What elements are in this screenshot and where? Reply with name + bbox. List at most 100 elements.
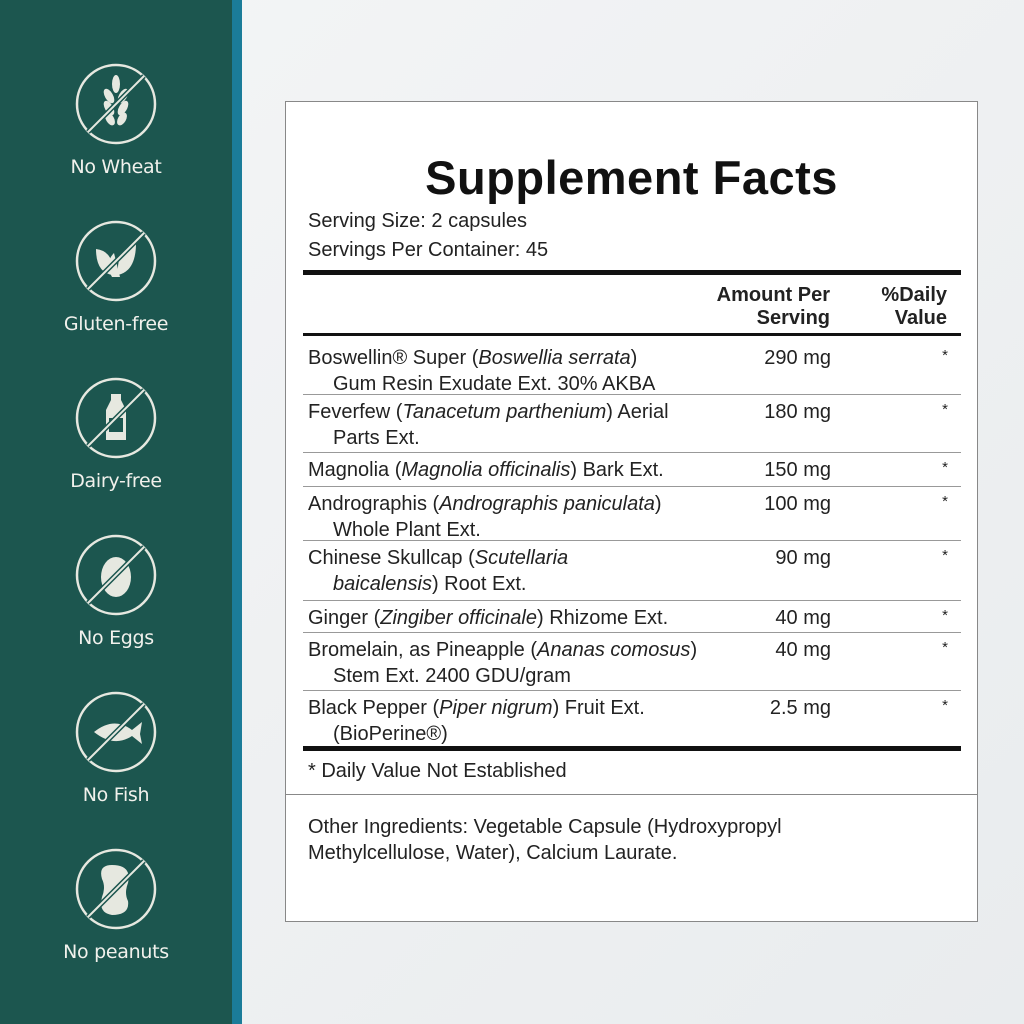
allergen-sidebar (0, 0, 232, 1024)
daily-value: * (942, 493, 948, 510)
name-text: Magnolia ( (308, 459, 402, 481)
name-text: ) (630, 347, 638, 369)
name-text: Bromelain, as Pineapple ( (308, 639, 538, 661)
ingredient-name-line: Bromelain, as Pineapple (Ananas comosus) (308, 637, 697, 663)
ingredient-row: Bromelain, as Pineapple (Ananas comosus)… (303, 632, 961, 690)
badge-no-peanuts: No peanuts (0, 847, 232, 963)
ingredient-name-line: Ginger (Zingiber officinale) Rhizome Ext… (308, 605, 668, 631)
name-text: ) (654, 493, 662, 515)
serving-size: Serving Size: 2 capsules (308, 210, 528, 232)
header-amount-line: Amount Per (716, 284, 830, 306)
ingredient-name-line: Andrographis (Andrographis paniculata) (308, 491, 662, 517)
name-text: ) Rhizome Ext. (537, 607, 669, 629)
badge-label: No peanuts (63, 941, 169, 963)
ingredient-row: Chinese Skullcap (Scutellaria baicalensis… (303, 540, 961, 600)
amount: 40 mg (775, 639, 831, 661)
latin-name: Tanacetum parthenium (402, 401, 607, 423)
badge-dairy-free: Dairy-free (0, 376, 232, 492)
name-text: Boswellin® Super ( (308, 347, 479, 369)
ingredient-row: Boswellin® Super (Boswellia serrata) Gum … (303, 341, 961, 397)
name-text: ) (690, 639, 698, 661)
ingredient-name-line: Black Pepper (Piper nigrum) Fruit Ext. (308, 695, 645, 721)
name-text: ) Bark Ext. (570, 459, 664, 481)
ingredient-name-line: Boswellin® Super (Boswellia serrata) (308, 345, 655, 371)
thick-divider (303, 746, 961, 751)
latin-name: Andrographis paniculata (439, 493, 655, 515)
ingredient-name-line: Magnolia (Magnolia officinalis) Bark Ext… (308, 457, 664, 483)
badge-no-wheat: No Wheat (0, 62, 232, 178)
daily-value: * (942, 347, 948, 364)
badge-label: No Wheat (70, 156, 162, 178)
header-daily-value: %Daily Value (881, 284, 947, 330)
other-ingredients-line: Other Ingredients: Vegetable Capsule (Hy… (308, 816, 782, 838)
ingredient-name-line: Chinese Skullcap (Scutellaria (308, 545, 568, 571)
ingredient-name: Boswellin® Super (Boswellia serrata) Gum … (308, 345, 655, 397)
amount: 150 mg (764, 459, 831, 481)
badge-gluten-free: Gluten-free (0, 219, 232, 335)
other-ingredients-line: Methylcellulose, Water), Calcium Laurate… (308, 842, 678, 864)
latin-name: Magnolia officinalis (401, 459, 571, 481)
latin-name: Piper nigrum (439, 697, 553, 719)
badge-label: Gluten-free (63, 313, 169, 335)
amount: 100 mg (764, 493, 831, 515)
amount: 290 mg (764, 347, 831, 369)
ingredient-name: Feverfew (Tanacetum parthenium) Aerial Pa… (308, 399, 669, 451)
name-text: ) Fruit Ext. (552, 697, 645, 719)
egg-icon (75, 534, 157, 616)
ingredient-name-line: Parts Ext. (308, 425, 669, 451)
header-dv-line: %Daily (881, 284, 947, 306)
ingredient-row: Black Pepper (Piper nigrum) Fruit Ext. (B… (303, 690, 961, 746)
peanut-icon (75, 848, 157, 930)
name-text: ) Aerial (606, 401, 669, 423)
ingredient-name: Black Pepper (Piper nigrum) Fruit Ext. (B… (308, 695, 645, 747)
latin-name: Scutellaria (474, 547, 569, 569)
ingredient-row: Feverfew (Tanacetum parthenium) Aerial Pa… (303, 394, 961, 452)
header-divider (303, 333, 961, 336)
ingredient-name: Chinese Skullcap (Scutellaria baicalensis… (308, 545, 568, 597)
amount: 2.5 mg (769, 697, 831, 719)
name-text: Parts Ext. (333, 427, 420, 449)
leaf-icon (75, 220, 157, 302)
ingredient-row: Magnolia (Magnolia officinalis) Bark Ext… (303, 452, 961, 486)
name-text: (BioPerine®) (333, 723, 448, 745)
badge-label: No Fish (82, 784, 150, 806)
fish-icon (75, 691, 157, 773)
ingredient-row: Andrographis (Andrographis paniculata) Wh… (303, 486, 961, 543)
ingredient-name-line: Gum Resin Exudate Ext. 30% AKBA (308, 371, 655, 397)
daily-value: * (942, 607, 948, 624)
latin-name: Ananas comosus (537, 639, 691, 661)
daily-value: * (942, 697, 948, 714)
divider (286, 794, 977, 795)
milk-bottle-icon (75, 377, 157, 459)
name-text: Black Pepper ( (308, 697, 440, 719)
name-text: Chinese Skullcap ( (308, 547, 475, 569)
name-text: Stem Ext. 2400 GDU/gram (333, 665, 571, 687)
daily-value: * (942, 401, 948, 418)
accent-stripe (232, 0, 242, 1024)
header-amount: Amount Per Serving (717, 284, 830, 330)
daily-value: * (942, 639, 948, 656)
name-text: Whole Plant Ext. (333, 519, 481, 541)
ingredient-name-line: (BioPerine®) (308, 721, 645, 747)
name-text: ) Root Ext. (431, 573, 527, 595)
footnote: * Daily Value Not Established (308, 760, 567, 782)
ingredient-name-line: baicalensis) Root Ext. (308, 571, 568, 597)
name-text: Feverfew ( (308, 401, 403, 423)
ingredient-name: Ginger (Zingiber officinale) Rhizome Ext… (308, 605, 668, 631)
header-dv-line: Value (894, 307, 947, 329)
daily-value: * (942, 547, 948, 564)
daily-value: * (942, 459, 948, 476)
amount: 180 mg (764, 401, 831, 423)
ingredient-name-line: Whole Plant Ext. (308, 517, 662, 543)
ingredient-row: Ginger (Zingiber officinale) Rhizome Ext… (303, 600, 961, 632)
latin-name: Boswellia serrata (478, 347, 631, 369)
badge-no-eggs: No Eggs (0, 533, 232, 649)
badge-no-fish: No Fish (0, 690, 232, 806)
name-text: Gum Resin Exudate Ext. 30% AKBA (333, 373, 656, 395)
ingredient-name: Bromelain, as Pineapple (Ananas comosus)… (308, 637, 697, 689)
amount: 40 mg (775, 607, 831, 629)
ingredient-name: Magnolia (Magnolia officinalis) Bark Ext… (308, 457, 664, 483)
servings-per-container: Servings Per Container: 45 (308, 239, 549, 261)
amount: 90 mg (775, 547, 831, 569)
wheat-icon (75, 63, 157, 145)
